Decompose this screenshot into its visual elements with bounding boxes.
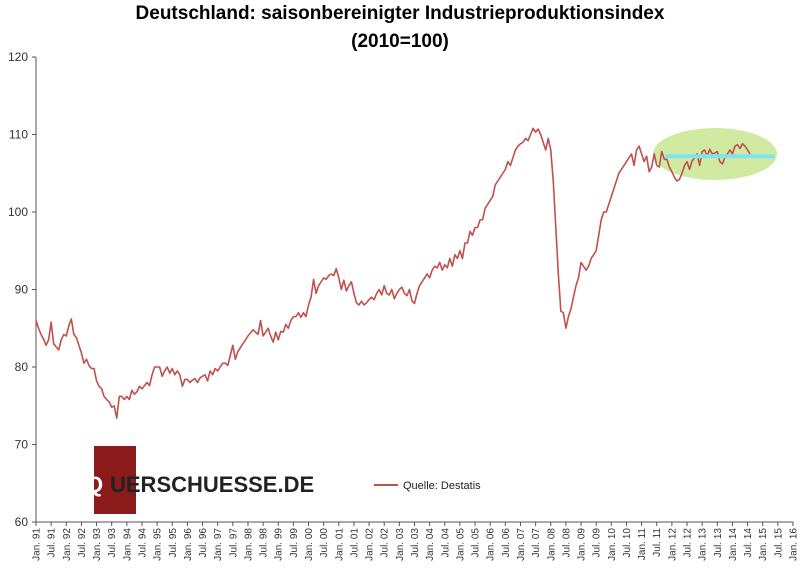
- x-tick-label: Jan. 02: [365, 528, 376, 561]
- x-tick-label: Jan. 96: [183, 528, 194, 561]
- x-tick-label: Jan. 03: [395, 528, 406, 561]
- x-tick-label: Jul. 99: [289, 528, 300, 558]
- x-tick-label: Jul. 95: [168, 528, 179, 558]
- x-tick-label: Jul. 12: [683, 528, 694, 558]
- x-tick-label: Jan. 04: [425, 528, 436, 561]
- x-tick-label: Jul. 10: [622, 528, 633, 558]
- x-tick-label: Jul. 09: [592, 528, 603, 558]
- x-tick-label: Jul. 15: [773, 528, 784, 558]
- logo-prefix: Q: [86, 472, 103, 497]
- x-axis-ticks: Jan. 91 Jul. 91 Jan. 92 Jul. 92 Jan. 93 Jul. …: [32, 522, 800, 561]
- x-tick-label: Jul. 96: [198, 528, 209, 558]
- x-tick-label: Jul. 14: [743, 528, 754, 558]
- chart-title: Deutschland: saisonbereinigter Industrie…: [136, 3, 665, 24]
- series-line: [35, 127, 751, 419]
- y-tick-label: 70: [15, 438, 29, 452]
- x-tick-label: Jul. 03: [410, 528, 421, 558]
- x-tick-label: Jan. 95: [153, 528, 164, 561]
- x-tick-label: Jan. 10: [607, 528, 618, 561]
- x-tick-label: Jul. 06: [501, 528, 512, 558]
- x-tick-label: Jul. 02: [380, 528, 391, 558]
- x-tick-label: Jul. 98: [259, 528, 270, 558]
- x-tick-label: Jul. 11: [652, 528, 663, 557]
- y-axis-ticks: 60 70 80 90 100 110 120: [8, 50, 36, 529]
- y-tick-label: 100: [8, 205, 28, 219]
- x-tick-label: Jul. 05: [471, 528, 482, 558]
- x-tick-label: Jan. 97: [213, 528, 224, 561]
- x-tick-label: Jan. 94: [122, 528, 133, 561]
- x-tick-label: Jul. 08: [561, 528, 572, 558]
- x-tick-label: Jan. 00: [304, 528, 315, 561]
- x-tick-label: Jan. 12: [667, 528, 678, 561]
- y-tick-label: 90: [15, 283, 29, 297]
- x-tick-label: Jan. 07: [516, 528, 527, 561]
- logo-text: UERSCHUESSE.DE: [110, 472, 314, 497]
- y-tick-label: 80: [15, 360, 29, 374]
- x-tick-label: Jul. 13: [713, 528, 724, 558]
- x-tick-label: Jan. 14: [728, 528, 739, 561]
- chart-subtitle: (2010=100): [351, 31, 449, 52]
- x-tick-label: Jan. 98: [243, 528, 254, 561]
- x-tick-label: Jan. 93: [92, 528, 103, 561]
- legend: Quelle: Destatis: [374, 480, 481, 492]
- x-tick-label: Jan. 99: [274, 528, 285, 561]
- x-tick-label: Jul. 00: [319, 528, 330, 558]
- series-layer: [35, 127, 751, 419]
- x-tick-label: Jan. 13: [698, 528, 709, 561]
- x-tick-label: Jul. 07: [531, 528, 542, 558]
- watermark-logo: Q UERSCHUESSE.DE: [86, 446, 314, 514]
- x-tick-label: Jan. 15: [758, 528, 769, 561]
- x-tick-label: Jan. 06: [486, 528, 497, 561]
- x-tick-label: Jul. 91: [47, 528, 58, 558]
- x-tick-label: Jul. 04: [440, 528, 451, 558]
- x-tick-label: Jan. 09: [577, 528, 588, 561]
- logo-box: [94, 446, 136, 514]
- x-tick-label: Jan. 08: [546, 528, 557, 561]
- x-tick-label: Jul. 93: [107, 528, 118, 558]
- legend-label: Quelle: Destatis: [403, 480, 481, 492]
- x-tick-label: Jan. 01: [334, 528, 345, 561]
- x-tick-label: Jul. 01: [349, 528, 360, 558]
- y-tick-label: 110: [9, 128, 28, 142]
- x-tick-label: Jan. 92: [62, 528, 73, 561]
- y-tick-label: 60: [15, 515, 29, 529]
- x-tick-label: Jan. 16: [789, 528, 800, 561]
- x-tick-label: Jul. 97: [228, 528, 239, 558]
- x-tick-label: Jul. 94: [137, 528, 148, 558]
- y-tick-label: 120: [8, 50, 28, 64]
- x-tick-label: Jan. 91: [32, 528, 43, 561]
- x-tick-label: Jul. 92: [77, 528, 88, 558]
- x-tick-label: Jan. 11: [637, 528, 648, 560]
- x-tick-label: Jan. 05: [455, 528, 466, 561]
